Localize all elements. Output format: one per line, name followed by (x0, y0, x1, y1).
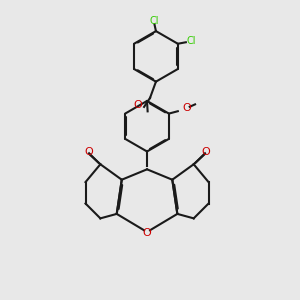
Text: O: O (143, 228, 152, 238)
Text: O: O (182, 103, 191, 113)
Text: O: O (133, 100, 142, 110)
Text: O: O (84, 147, 93, 157)
Text: O: O (201, 147, 210, 157)
Text: Cl: Cl (186, 36, 196, 46)
Text: Cl: Cl (150, 16, 159, 26)
